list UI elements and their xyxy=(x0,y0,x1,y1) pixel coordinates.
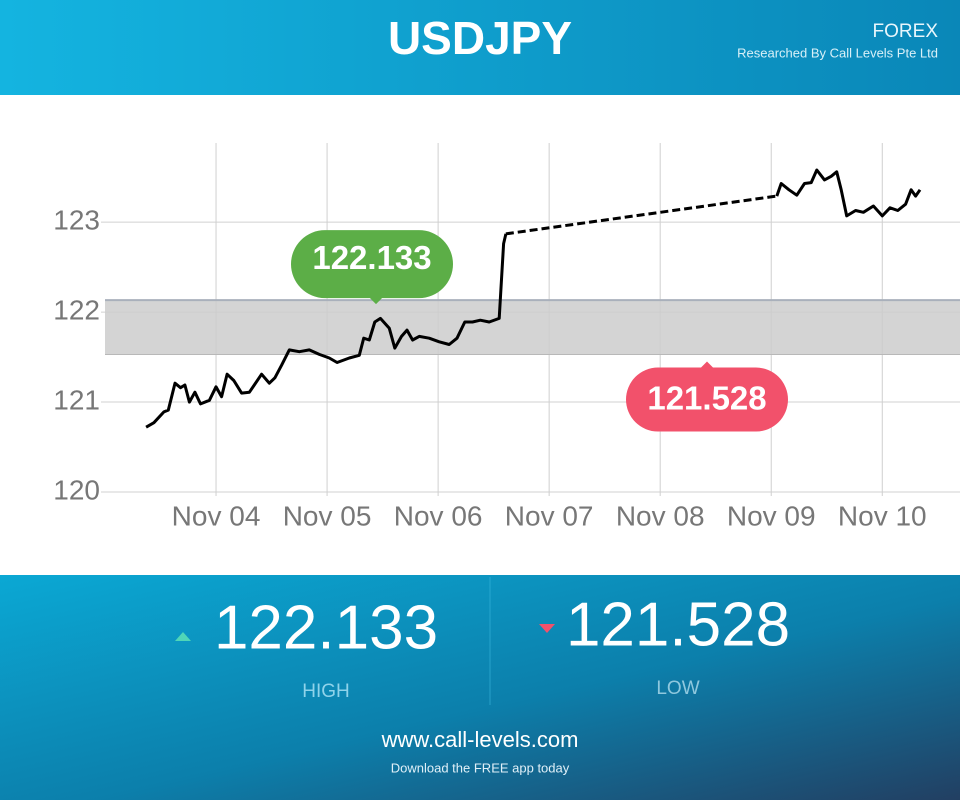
category: FOREX xyxy=(873,21,939,42)
footer-bg xyxy=(0,575,960,800)
price-line xyxy=(145,168,922,429)
up-arrow xyxy=(175,632,191,641)
range-band xyxy=(105,300,960,355)
low-callout xyxy=(626,361,788,432)
high-value: 122.133 xyxy=(214,593,438,662)
x-tick-label: Nov 10 xyxy=(838,500,927,531)
url[interactable]: www.call-levels.com xyxy=(381,727,579,752)
header-bg xyxy=(0,0,960,95)
credit: Researched By Call Levels Pte Ltd xyxy=(737,45,938,60)
x-tick-label: Nov 06 xyxy=(394,500,483,531)
x-tick-label: Nov 04 xyxy=(172,500,261,531)
low-callout-label: 121.528 xyxy=(647,379,766,416)
low-value: 121.528 xyxy=(566,590,790,659)
plot: 120 121 122 123 Nov 04 Nov 05 Nov 06 Nov 07 Nov … xyxy=(53,143,960,531)
low-label: LOW xyxy=(656,678,699,699)
y-tick-label: 122 xyxy=(53,294,100,325)
high-callout xyxy=(291,230,453,305)
x-tick-label: Nov 05 xyxy=(283,500,372,531)
x-tick-label: Nov 09 xyxy=(727,500,816,531)
y-tick-label: 121 xyxy=(53,384,100,415)
down-arrow xyxy=(539,624,555,633)
title: USDJPY xyxy=(388,12,572,64)
high-callout-label: 122.133 xyxy=(312,239,431,276)
x-tick-label: Nov 07 xyxy=(505,500,594,531)
y-tick-label: 123 xyxy=(53,205,100,236)
y-tick-label: 120 xyxy=(53,474,100,505)
tagline: Download the FREE app today xyxy=(391,760,570,775)
high-label: HIGH xyxy=(302,681,350,702)
gap-connector xyxy=(505,194,777,236)
x-tick-label: Nov 08 xyxy=(616,500,705,531)
